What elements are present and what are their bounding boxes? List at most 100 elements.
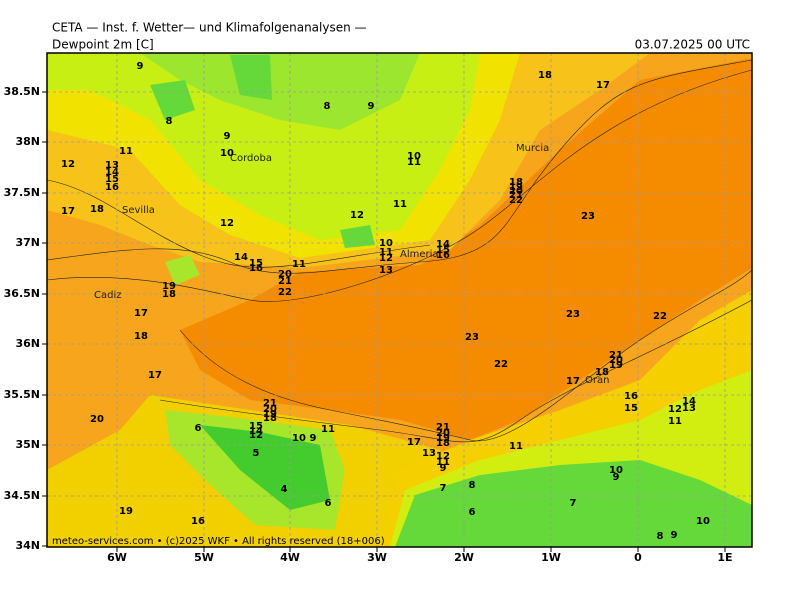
contour-label: 10 xyxy=(379,238,393,249)
lat-tick-label: 38N xyxy=(15,135,40,148)
contour-label: 5 xyxy=(253,448,260,459)
lat-tick-label: 38.5N xyxy=(4,85,40,98)
city-name: Almeria xyxy=(400,249,439,260)
contour-label: 12 xyxy=(61,159,75,170)
contour-label: 15 xyxy=(436,245,450,256)
city-name: Murcia xyxy=(516,143,549,154)
contour-label: 11 xyxy=(407,157,421,168)
contour-label: 18 xyxy=(538,70,552,81)
contour-label: 17 xyxy=(566,376,580,387)
contour-label: 21 xyxy=(509,190,523,201)
contour-label: 18 xyxy=(595,367,609,378)
contour-label: 23 xyxy=(566,309,580,320)
contour-label: 8 xyxy=(324,101,331,112)
contour-label: 18 xyxy=(162,289,176,300)
contour-label: 11 xyxy=(292,259,306,270)
contour-label: 18 xyxy=(134,331,148,342)
lat-tick-label: 36N xyxy=(15,337,40,350)
contour-label: 10 xyxy=(609,465,623,476)
contour-label: 17 xyxy=(596,80,610,91)
contour-label: 10 xyxy=(407,151,421,162)
valid-time: 03.07.2025 00 UTC xyxy=(635,38,750,52)
contour-label: 21 xyxy=(609,350,623,361)
contour-label: 10 xyxy=(696,516,710,527)
lat-tick-label: 37N xyxy=(15,236,40,249)
contour-label: 16 xyxy=(249,263,263,274)
contour-label: 10 xyxy=(292,433,306,444)
contour-label: 8 xyxy=(469,480,476,491)
contour-label: 12 xyxy=(249,430,263,441)
contour-label: 11 xyxy=(119,146,133,157)
contour-label: 7 xyxy=(440,483,447,494)
contour-label: 9 xyxy=(137,61,144,72)
contour-label: 9 xyxy=(368,101,375,112)
contour-label: 12 xyxy=(668,404,682,415)
lat-tick-label: 34.5N xyxy=(4,489,40,502)
contour-label: 6 xyxy=(195,423,202,434)
map-frame xyxy=(46,52,753,548)
field-name: Dewpoint 2m [C] xyxy=(52,38,154,52)
contour-label: 20 xyxy=(436,428,450,439)
contour-label: 21 xyxy=(263,398,277,409)
contour-label: 8 xyxy=(657,531,664,542)
contour-label: 20 xyxy=(609,355,623,366)
lon-tick-label: 4W xyxy=(280,551,300,564)
contour-label: 12 xyxy=(220,218,234,229)
contour-label: 15 xyxy=(624,403,638,414)
lat-tick-label: 34N xyxy=(15,539,40,552)
lon-tick-label: 0 xyxy=(634,551,642,564)
lon-tick-label: 1W xyxy=(541,551,561,564)
lon-tick-label: 3W xyxy=(367,551,387,564)
contour-label: 23 xyxy=(581,211,595,222)
contour-label: 11 xyxy=(436,457,450,468)
contour-label: 16 xyxy=(105,182,119,193)
contour-label: 13 xyxy=(379,265,393,276)
contour-label: 22 xyxy=(494,359,508,370)
lon-tick-label: 6W xyxy=(107,551,127,564)
contour-label: 13 xyxy=(105,160,119,171)
title: CETA — Inst. f. Wetter— und Klimafolgena… xyxy=(52,21,367,35)
city-name: Cordoba xyxy=(230,153,272,164)
contour-label: 9 xyxy=(310,433,317,444)
contour-label: 21 xyxy=(436,422,450,433)
lon-tick-label: 5W xyxy=(194,551,214,564)
contour-label: 16 xyxy=(191,516,205,527)
contour-label: 11 xyxy=(393,199,407,210)
contour-label: 14 xyxy=(436,239,450,250)
contour-label: 17 xyxy=(134,308,148,319)
contour-label: 16 xyxy=(624,391,638,402)
contour-label: 15 xyxy=(249,258,263,269)
contour-label: 14 xyxy=(105,167,119,178)
contour-label: 19 xyxy=(119,506,133,517)
copyright: meteo-services.com • (c)2025 WKF • All r… xyxy=(52,536,385,547)
contour-label: 9 xyxy=(440,463,447,474)
contour-label: 11 xyxy=(668,416,682,427)
contour-label: 22 xyxy=(278,287,292,298)
contour-label: 17 xyxy=(61,206,75,217)
contour-label: 6 xyxy=(325,498,332,509)
contour-label: 23 xyxy=(465,332,479,343)
contour-label: 12 xyxy=(379,253,393,264)
contour-label: 15 xyxy=(249,421,263,432)
contour-label: 21 xyxy=(278,276,292,287)
contour-label: 16 xyxy=(436,250,450,261)
graticule xyxy=(47,53,752,547)
contour-label: 14 xyxy=(682,396,696,407)
contour-label: 10 xyxy=(220,148,234,159)
contour-label: 14 xyxy=(249,426,263,437)
contour-label: 18 xyxy=(90,204,104,215)
contour-label: 18 xyxy=(509,177,523,188)
contour-label: 4 xyxy=(281,484,288,495)
contour-label: 9 xyxy=(613,472,620,483)
contour-label: 20 xyxy=(509,186,523,197)
contour-label: 12 xyxy=(350,210,364,221)
contour-label: 18 xyxy=(436,438,450,449)
city-name: Cadiz xyxy=(94,290,122,301)
contour-label: 13 xyxy=(682,403,696,414)
contour-label: 11 xyxy=(379,247,393,258)
contour-label: 15 xyxy=(105,174,119,185)
contour-label: 19 xyxy=(436,433,450,444)
contour-label: 22 xyxy=(509,195,523,206)
lat-tick-label: 35.5N xyxy=(4,388,40,401)
lat-tick-label: 36.5N xyxy=(4,287,40,300)
